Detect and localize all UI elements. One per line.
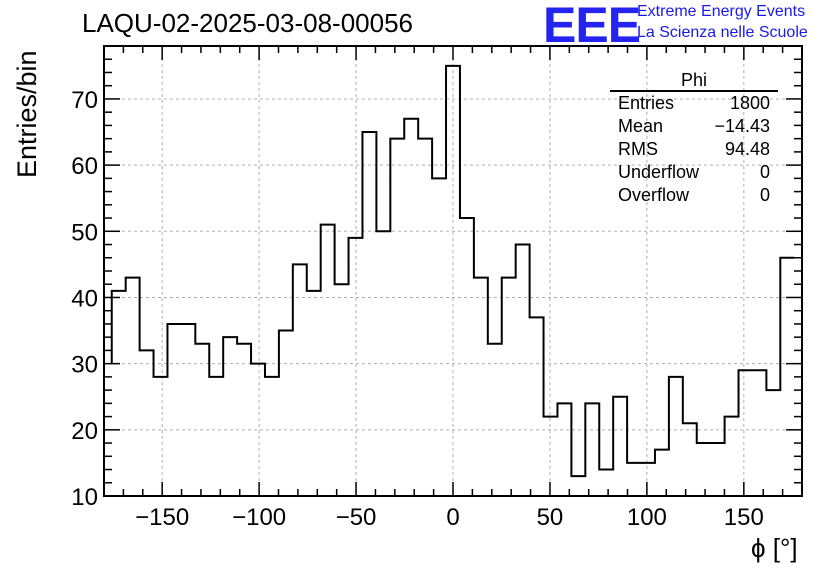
axis-ticks [103, 45, 803, 497]
y-tick-label: 60 [71, 153, 98, 180]
chart-title: LAQU-02-2025-03-08-00056 [82, 8, 413, 38]
stats-label: Underflow [618, 162, 700, 182]
x-tick-label: −50 [336, 504, 377, 531]
stats-value: 94.48 [724, 139, 770, 159]
stats-label: Entries [618, 93, 675, 113]
stats-row-underflow: Underflow 0 [610, 161, 778, 184]
axis-tick-labels: −150 −100 −50 0 50 100 150 10 20 30 40 50 60 70 [71, 87, 764, 531]
y-axis-label: Entries/bin [12, 50, 42, 178]
y-tick-label: 40 [71, 285, 98, 312]
stats-value: 0 [759, 162, 770, 182]
stats-label: RMS [618, 139, 658, 159]
stats-label: Overflow [618, 185, 690, 205]
stats-label: Mean [618, 116, 664, 136]
y-tick-label: 10 [71, 484, 98, 511]
grid [104, 46, 802, 496]
y-tick-label: 20 [71, 418, 98, 445]
stats-value: −14.43 [714, 116, 770, 136]
x-tick-label: −150 [135, 504, 189, 531]
y-tick-label: 70 [71, 87, 98, 114]
stats-row-entries: Entries 1800 [610, 92, 778, 115]
histogram-line [110, 64, 795, 478]
x-tick-label: −100 [232, 504, 286, 531]
stats-row-mean: Mean −14.43 [610, 115, 778, 138]
stats-row-overflow: Overflow 0 [610, 184, 778, 207]
logo-line-1: Extreme Energy Events [637, 3, 806, 20]
stats-title: Phi [610, 70, 778, 92]
stats-value: 0 [759, 185, 770, 205]
y-tick-label: 30 [71, 352, 98, 379]
stats-value: 1800 [729, 93, 770, 113]
x-tick-label: 50 [537, 504, 564, 531]
logo-line-2: La Scienza nelle Scuole [637, 24, 808, 41]
x-tick-label: 0 [446, 504, 459, 531]
y-tick-label: 50 [71, 219, 98, 246]
stats-box: Phi Entries 1800 Mean −14.43 RMS 94.48 U… [610, 70, 778, 207]
x-tick-label: 100 [627, 504, 667, 531]
stats-row-rms: RMS 94.48 [610, 138, 778, 161]
x-axis-label: ϕ [°] [751, 533, 798, 563]
x-tick-label: 150 [724, 504, 764, 531]
eee-logo: EEE [543, 0, 641, 53]
